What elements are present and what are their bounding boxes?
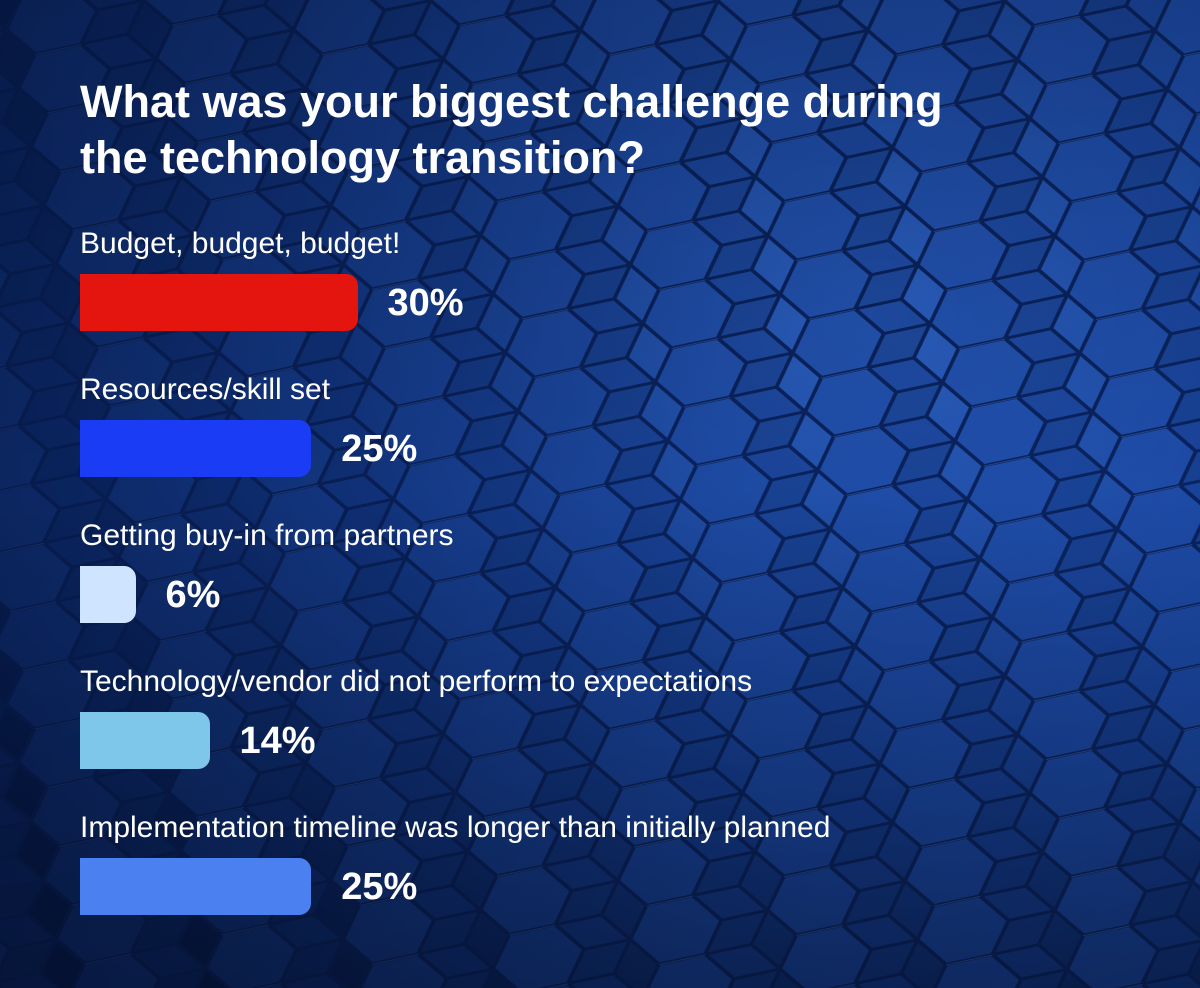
bar-label: Implementation timeline was longer than …	[80, 811, 831, 844]
bar-row-buy-in: Getting buy-in from partners 6%	[80, 518, 1120, 648]
bar-budget	[80, 274, 358, 331]
bar-implementation-timeline	[80, 858, 312, 915]
bar-row-budget: Budget, budget, budget! 30%	[80, 226, 1120, 356]
bar-value-label: 30%	[387, 282, 464, 324]
bar-value-label: 14%	[239, 720, 316, 762]
bar-label: Getting buy-in from partners	[80, 519, 454, 552]
bar-value-label: 6%	[165, 574, 221, 616]
bar-row-resources: Resources/skill set 25%	[80, 372, 1120, 502]
bar-row-technology-vendor: Technology/vendor did not perform to exp…	[80, 664, 1120, 794]
bar-technology-vendor	[80, 712, 210, 769]
bar-value-label: 25%	[341, 866, 418, 908]
chart-title: What was your biggest challenge during t…	[80, 76, 943, 183]
bar-value-label: 25%	[341, 428, 418, 470]
bar-label: Budget, budget, budget!	[80, 227, 401, 260]
bar-resources	[80, 420, 312, 477]
bar-label: Technology/vendor did not perform to exp…	[80, 665, 753, 698]
bar-label: Resources/skill set	[80, 373, 331, 406]
bar-row-implementation-timeline: Implementation timeline was longer than …	[80, 810, 1120, 940]
bar-buy-in	[80, 566, 136, 623]
